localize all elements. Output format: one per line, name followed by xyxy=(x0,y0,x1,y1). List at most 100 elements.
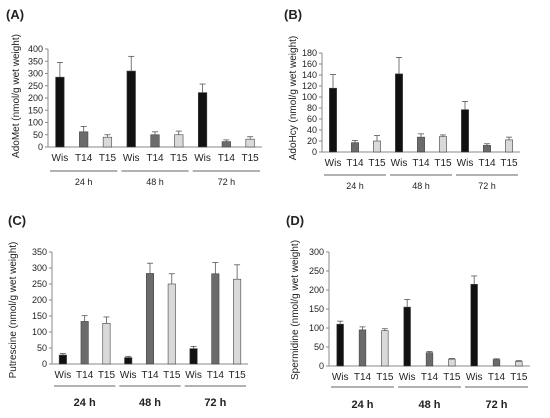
panel-d: (D) Spermidine (nmol/g wet weight) 0 50 10… xyxy=(286,213,530,411)
y-tick-label: 50 xyxy=(314,342,324,352)
bar xyxy=(417,136,425,153)
panel-d-label: (D) xyxy=(286,213,304,228)
y-tick-label: 150 xyxy=(28,105,43,115)
y-tick-label: 300 xyxy=(309,247,324,257)
bar xyxy=(395,73,403,153)
category-label: T15 xyxy=(98,370,116,381)
y-tick-label: 0 xyxy=(312,147,317,157)
category-label: T14 xyxy=(354,372,372,383)
group-label: 24 h xyxy=(351,399,373,411)
bar xyxy=(55,76,65,148)
category-label: T15 xyxy=(443,372,461,383)
panel-a: (A) AdoMet (nmol/g wet weight) 0 50 100 150… xyxy=(6,7,262,187)
category-label: Wis xyxy=(325,158,342,169)
y-tick-label: 100 xyxy=(32,327,47,337)
y-tick-label: 200 xyxy=(32,295,47,305)
bar xyxy=(126,70,136,148)
y-tick-label: 250 xyxy=(309,266,324,276)
category-label: T14 xyxy=(218,153,236,164)
y-tick-label: 160 xyxy=(302,59,317,69)
panel-a-plot: 0 50 100 150 200 250 300 350 400 Wis T14 T15 24 h Wis… xyxy=(28,44,262,187)
y-tick-label: 50 xyxy=(33,130,43,140)
bar xyxy=(167,283,176,365)
category-label: Wis xyxy=(185,370,202,381)
bar xyxy=(373,140,381,153)
group-label: 48 h xyxy=(146,177,164,187)
category-label: T14 xyxy=(207,370,225,381)
bar xyxy=(102,136,113,148)
bar xyxy=(150,134,160,148)
y-tick-label: 0 xyxy=(319,361,324,371)
y-tick-label: 300 xyxy=(32,263,47,273)
bar xyxy=(470,283,478,367)
category-label: T14 xyxy=(346,158,364,169)
bar xyxy=(381,330,389,367)
y-tick-label: 20 xyxy=(307,136,317,146)
panel-b-label: (B) xyxy=(284,7,302,22)
group-label: 24 h xyxy=(75,177,93,187)
y-tick-label: 180 xyxy=(302,48,317,58)
category-label: T14 xyxy=(478,158,496,169)
panel-d-ylabel: Spermidine (nmol/g wet weight) xyxy=(290,240,301,380)
y-tick-label: 40 xyxy=(307,125,317,135)
y-tick-label: 0 xyxy=(38,142,43,152)
panel-b-ylabel: AdoHcy (nmol/g wet weight) xyxy=(288,36,299,161)
bar xyxy=(174,134,184,148)
category-label: T15 xyxy=(241,153,259,164)
group-label: 72 h xyxy=(485,399,507,411)
y-tick-label: 60 xyxy=(307,114,317,124)
bar xyxy=(197,92,208,148)
y-tick-label: 150 xyxy=(309,304,324,314)
category-label: Wis xyxy=(120,370,137,381)
group-label: 72 h xyxy=(478,181,496,191)
group-label: 48 h xyxy=(139,397,161,409)
category-label: T14 xyxy=(412,158,430,169)
group-label: 48 h xyxy=(418,399,440,411)
y-tick-label: 80 xyxy=(307,103,317,113)
group-label: 72 h xyxy=(204,397,226,409)
category-label: Wis xyxy=(55,370,72,381)
category-label: T15 xyxy=(434,158,452,169)
bar xyxy=(336,323,344,367)
panel-a-ylabel: AdoMet (nmol/g wet weight) xyxy=(11,34,22,158)
bar xyxy=(448,358,456,367)
category-label: T14 xyxy=(146,153,164,164)
panel-a-label: (A) xyxy=(6,7,24,22)
category-label: T15 xyxy=(228,370,246,381)
bar xyxy=(483,145,491,153)
bar xyxy=(145,273,155,365)
y-tick-label: 350 xyxy=(28,56,43,66)
y-tick-label: 0 xyxy=(42,359,47,369)
bar xyxy=(233,278,242,365)
category-label: T15 xyxy=(376,372,394,383)
bar xyxy=(189,348,198,365)
y-tick-label: 350 xyxy=(32,247,47,257)
category-label: Wis xyxy=(391,158,408,169)
y-tick-label: 200 xyxy=(28,93,43,103)
panel-c-ylabel: Putrescine (nmol/g wet weight) xyxy=(8,242,19,379)
y-tick-label: 150 xyxy=(32,311,47,321)
category-label: T14 xyxy=(488,372,506,383)
bar xyxy=(245,138,255,148)
category-label: Wis xyxy=(194,153,211,164)
category-label: Wis xyxy=(123,153,140,164)
category-label: Wis xyxy=(457,158,474,169)
category-label: T15 xyxy=(500,158,518,169)
bar xyxy=(515,361,523,367)
bar xyxy=(124,357,133,365)
category-label: T15 xyxy=(163,370,181,381)
panel-d-plot: 0 50 100 150 200 250 300 Wis T14 T15 24 h Wis T14 T15… xyxy=(309,247,530,411)
panel-c: (C) Putrescine (nmol/g wet weight) 0 50 10… xyxy=(8,213,248,409)
category-label: Wis xyxy=(332,372,349,383)
bar xyxy=(58,354,67,365)
bar xyxy=(102,323,111,365)
bar xyxy=(358,329,367,367)
bar xyxy=(79,131,89,148)
category-label: T15 xyxy=(99,153,117,164)
panel-b: (B) AdoHcy (nmol/g wet weight) 020406080… xyxy=(284,7,520,191)
y-tick-label: 100 xyxy=(309,323,324,333)
group-label: 72 h xyxy=(218,177,236,187)
y-tick-label: 140 xyxy=(302,70,317,80)
